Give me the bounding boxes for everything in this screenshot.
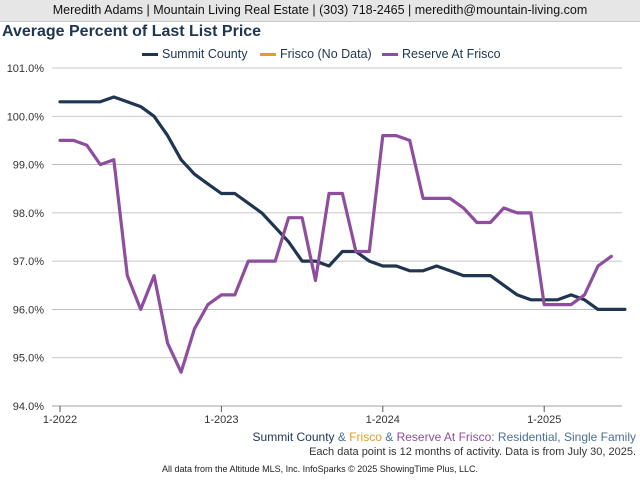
subtitle-part-reserve: Reserve At Frisco — [396, 430, 492, 444]
y-tick-label: 95.0% — [13, 353, 44, 365]
chart-subtitle: Summit County & Frisco & Reserve At Fris… — [253, 430, 636, 444]
subtitle-part-summit: Summit County — [252, 430, 335, 444]
y-tick-label: 94.0% — [13, 401, 44, 413]
y-tick-label: 97.0% — [13, 256, 44, 268]
legend-label-reserve-at-frisco: Reserve At Frisco — [402, 47, 501, 61]
x-tick-label: 1-2023 — [204, 414, 238, 426]
y-tick-label: 100.0% — [7, 111, 45, 123]
subtitle-part-frisco: Frisco — [349, 430, 382, 444]
chart-plot-area: 94.0% 95.0% 96.0% 97.0% 98.0% 99.0% 100.0% 101.… — [7, 63, 627, 426]
legend-swatch-reserve-at-frisco — [382, 52, 398, 56]
data-source: All data from the Altitude MLS, Inc. Inf… — [162, 464, 478, 474]
y-tick-label: 99.0% — [13, 160, 44, 172]
legend-item-summit-county[interactable]: Summit County — [142, 46, 247, 62]
legend-item-reserve-at-frisco[interactable]: Reserve At Frisco — [382, 46, 501, 62]
legend-swatch-summit-county — [142, 52, 158, 56]
subtitle-part-amp2: & — [381, 430, 397, 444]
x-tick-label: 1-2024 — [366, 414, 400, 426]
summit-county-line — [58, 95, 627, 311]
data-note: Each data point is 12 months of activity… — [309, 446, 636, 458]
x-tick-label: 1-2022 — [43, 414, 77, 426]
chart-title: Average Percent of Last List Price — [2, 23, 262, 40]
reserve-at-frisco-line — [58, 134, 614, 374]
legend-swatch-frisco — [260, 52, 276, 56]
subtitle-part-type: : Residential, Single Family — [491, 430, 636, 444]
legend-item-frisco[interactable]: Frisco (No Data) — [260, 46, 372, 62]
subtitle-part-amp1: & — [334, 430, 350, 444]
legend-label-frisco: Frisco (No Data) — [280, 47, 372, 61]
contact-header-text: Meredith Adams | Mountain Living Real Es… — [52, 3, 588, 17]
y-tick-label: 96.0% — [13, 304, 44, 316]
chart-legend: Summit County Frisco (No Data) Reserve A… — [0, 46, 640, 62]
x-tick-label: 1-2025 — [527, 414, 561, 426]
contact-header-bar: Meredith Adams | Mountain Living Real Es… — [0, 0, 640, 22]
y-tick-label: 98.0% — [13, 208, 44, 220]
y-tick-label: 101.0% — [7, 63, 45, 75]
legend-label-summit-county: Summit County — [162, 47, 248, 61]
